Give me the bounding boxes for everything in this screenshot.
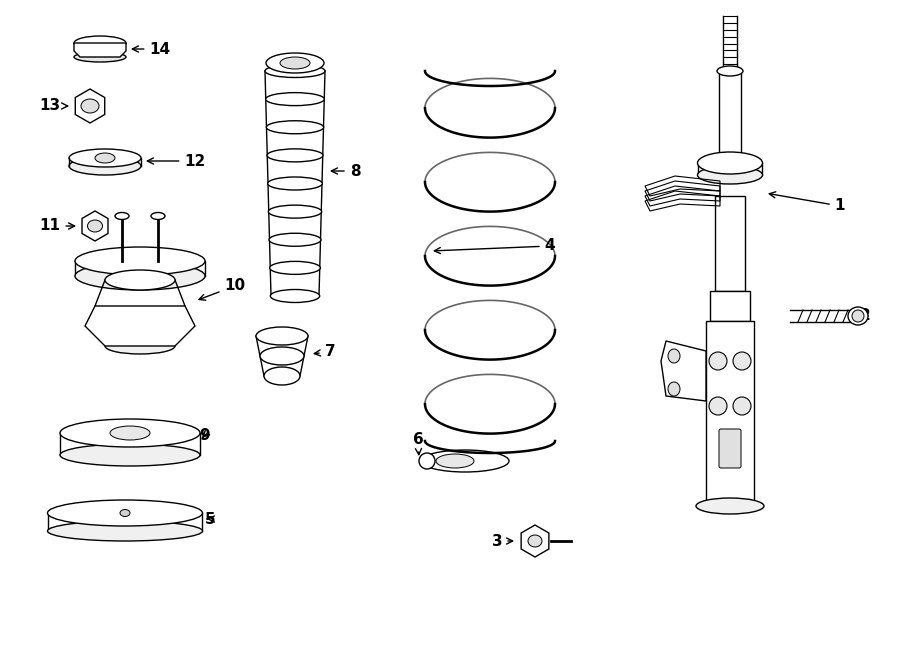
- Ellipse shape: [717, 66, 743, 76]
- Text: 3: 3: [491, 533, 513, 549]
- Ellipse shape: [81, 99, 99, 113]
- Ellipse shape: [268, 205, 321, 218]
- Bar: [715, 196, 745, 291]
- Ellipse shape: [120, 510, 130, 516]
- Ellipse shape: [69, 149, 141, 167]
- Ellipse shape: [696, 498, 764, 514]
- Text: 7: 7: [314, 344, 336, 360]
- Polygon shape: [661, 341, 706, 401]
- Ellipse shape: [87, 220, 103, 232]
- Ellipse shape: [709, 352, 727, 370]
- Bar: [706, 321, 754, 506]
- Ellipse shape: [267, 177, 322, 190]
- Ellipse shape: [74, 36, 126, 50]
- Ellipse shape: [709, 397, 727, 415]
- Ellipse shape: [151, 212, 165, 219]
- Text: 5: 5: [204, 512, 215, 527]
- Text: 10: 10: [199, 278, 246, 300]
- Ellipse shape: [436, 454, 474, 468]
- Bar: [719, 71, 741, 171]
- Ellipse shape: [74, 52, 126, 62]
- Ellipse shape: [264, 367, 300, 385]
- Ellipse shape: [48, 521, 202, 541]
- Ellipse shape: [260, 347, 304, 365]
- FancyBboxPatch shape: [719, 429, 741, 468]
- Ellipse shape: [256, 327, 308, 345]
- Polygon shape: [76, 89, 104, 123]
- Text: 8: 8: [331, 163, 360, 178]
- Ellipse shape: [419, 453, 435, 469]
- Ellipse shape: [698, 166, 762, 184]
- Ellipse shape: [95, 153, 115, 163]
- Text: 14: 14: [132, 42, 171, 56]
- Ellipse shape: [733, 397, 751, 415]
- Ellipse shape: [69, 157, 141, 175]
- Text: 4: 4: [435, 239, 555, 254]
- Ellipse shape: [48, 500, 202, 526]
- Ellipse shape: [733, 352, 751, 370]
- Ellipse shape: [115, 212, 129, 219]
- Ellipse shape: [269, 233, 321, 247]
- Text: 9: 9: [200, 428, 211, 442]
- Ellipse shape: [717, 167, 743, 175]
- Text: 13: 13: [40, 98, 68, 114]
- Ellipse shape: [105, 338, 175, 354]
- Ellipse shape: [528, 535, 542, 547]
- Ellipse shape: [698, 152, 762, 174]
- Ellipse shape: [75, 247, 205, 275]
- Ellipse shape: [852, 310, 864, 322]
- Polygon shape: [85, 306, 195, 346]
- Text: 6: 6: [412, 432, 423, 455]
- Text: 2: 2: [860, 309, 870, 323]
- Ellipse shape: [421, 450, 509, 472]
- Ellipse shape: [848, 307, 868, 325]
- Ellipse shape: [668, 382, 680, 396]
- Ellipse shape: [266, 53, 324, 73]
- Ellipse shape: [265, 65, 325, 77]
- Ellipse shape: [267, 149, 323, 162]
- Ellipse shape: [270, 261, 320, 274]
- Polygon shape: [82, 211, 108, 241]
- Text: 1: 1: [770, 192, 845, 214]
- Ellipse shape: [266, 93, 324, 106]
- Text: 12: 12: [148, 153, 205, 169]
- Ellipse shape: [105, 270, 175, 290]
- Polygon shape: [521, 525, 549, 557]
- Ellipse shape: [280, 57, 310, 69]
- Ellipse shape: [110, 426, 150, 440]
- Bar: [710, 291, 750, 321]
- Ellipse shape: [60, 419, 200, 447]
- Ellipse shape: [60, 444, 200, 466]
- Ellipse shape: [270, 290, 320, 303]
- Ellipse shape: [266, 121, 324, 134]
- Text: 11: 11: [40, 219, 75, 233]
- Ellipse shape: [668, 349, 680, 363]
- Ellipse shape: [75, 262, 205, 290]
- Polygon shape: [74, 43, 126, 57]
